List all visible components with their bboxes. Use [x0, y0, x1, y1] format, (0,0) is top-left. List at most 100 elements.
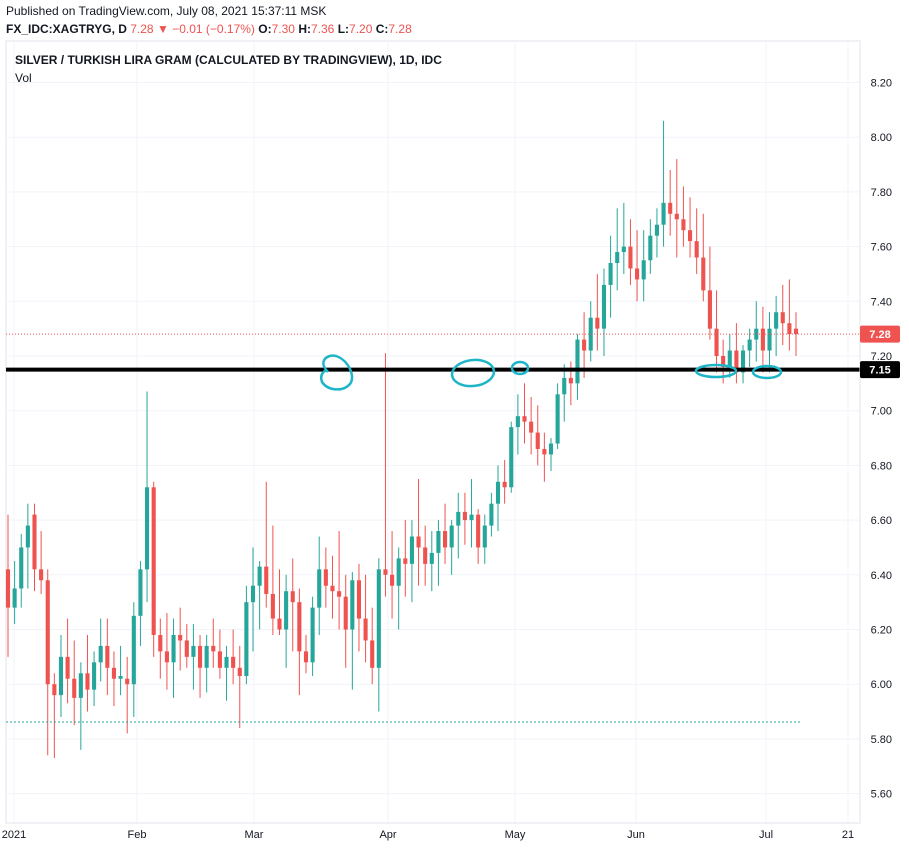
annotation-circle-1	[319, 354, 354, 391]
candle-body	[482, 525, 487, 548]
y-tick-label: 6.00	[871, 679, 892, 691]
price-change: −0.01 (−0.17%)	[172, 22, 255, 36]
low-value: 7.20	[349, 22, 373, 36]
candle-body	[270, 593, 275, 619]
y-tick-label: 7.60	[871, 242, 892, 254]
candle-body	[204, 645, 209, 668]
candle-body	[740, 350, 746, 373]
price-axis[interactable]: 5.60 5.80 6.00 6.20 6.40 6.60 6.80 7.00 7.20 7.40…	[859, 41, 892, 823]
x-tick-label: May	[505, 829, 526, 841]
candle-body	[231, 656, 236, 668]
candle-body	[462, 511, 467, 521]
x-tick-label: Jun	[627, 829, 645, 841]
candle-body	[548, 443, 554, 455]
annotation-circle-4	[694, 363, 738, 379]
y-tick-label: 5.60	[871, 789, 892, 801]
candle-body	[164, 651, 169, 663]
candle-body	[39, 569, 44, 581]
high-label: H:	[298, 22, 311, 36]
last-price-badge-text: 7.28	[869, 329, 890, 341]
support-price-badge: 7.15	[860, 361, 900, 379]
candle-body	[774, 312, 779, 329]
candle-body	[442, 531, 448, 548]
candle-body	[734, 350, 739, 373]
candle-body	[178, 634, 183, 641]
candle-body	[449, 525, 454, 548]
candle-body	[469, 514, 474, 521]
candle-body	[390, 574, 395, 586]
down-arrow-icon: ▼	[156, 22, 169, 36]
candle-body	[396, 558, 401, 586]
candle-body	[608, 263, 613, 285]
candle-body	[72, 678, 77, 698]
candle-body	[145, 487, 150, 570]
candle-body	[257, 566, 262, 586]
candle-body	[211, 645, 216, 652]
symbol-ohlc-bar: FX_IDC:XAGTRYG, D 7.28 ▼ −0.01 (−0.17%) …	[6, 22, 412, 36]
candle-body	[641, 260, 646, 280]
candle-body	[661, 202, 666, 225]
candle-body	[383, 569, 388, 575]
candle-body	[529, 421, 534, 433]
y-tick-label: 8.20	[871, 78, 892, 90]
overlays	[6, 333, 860, 723]
candle-body	[171, 634, 176, 663]
candle-body	[105, 645, 110, 668]
candle-body	[85, 673, 90, 690]
candle-body	[635, 268, 640, 280]
plot-area[interactable]	[5, 40, 861, 824]
candle-body	[760, 328, 765, 351]
candle-body	[277, 618, 282, 630]
candle-body	[588, 317, 593, 351]
candle-body	[303, 651, 309, 663]
candle-body	[423, 547, 428, 564]
candle-body	[555, 394, 560, 444]
candle-body	[224, 656, 229, 668]
candle-body	[416, 536, 421, 548]
candle-body	[575, 339, 580, 384]
last-price: 7.28	[130, 22, 154, 36]
x-tick-label: Apr	[379, 829, 396, 841]
candle-body	[98, 645, 103, 663]
candle-body	[674, 213, 679, 220]
candle-body	[721, 356, 726, 367]
y-tick-label: 7.40	[871, 296, 892, 308]
open-value: 7.30	[271, 22, 295, 36]
candle-body	[197, 645, 203, 668]
symbol-label[interactable]: FX_IDC:XAGTRYG, D	[6, 22, 127, 36]
candle-body	[250, 585, 256, 603]
candle-body	[476, 514, 481, 548]
candle-body	[131, 615, 136, 685]
open-label: O:	[258, 22, 272, 36]
candle-body	[356, 580, 362, 619]
candle-body	[621, 246, 626, 253]
y-tick-label: 5.80	[871, 734, 892, 746]
candle-body	[542, 448, 547, 455]
candle-body	[111, 667, 117, 679]
y-tick-label: 6.40	[871, 570, 892, 582]
chart-title: SILVER / TURKISH LIRA GRAM (CALCULATED B…	[15, 53, 442, 67]
time-axis[interactable]: 2021 Feb Mar Apr May Jun Jul 21	[2, 822, 860, 841]
candle-body	[628, 246, 633, 269]
candle-body	[310, 607, 315, 663]
volume-label[interactable]: Vol	[15, 71, 32, 85]
candle-body	[403, 558, 408, 564]
candle-body	[284, 591, 289, 630]
candle-body	[502, 481, 507, 488]
candle-body	[343, 596, 348, 630]
x-tick-label: 21	[842, 829, 854, 841]
candle-body	[151, 487, 156, 635]
candle-body	[727, 350, 732, 367]
candle-body	[65, 656, 70, 679]
last-price-badge-bg	[860, 325, 900, 343]
candle-body	[290, 591, 295, 603]
candle-body	[297, 602, 302, 652]
candle-body	[19, 547, 24, 589]
candle-body	[687, 230, 693, 242]
candle-body	[562, 377, 567, 395]
y-tick-label: 6.80	[871, 460, 892, 472]
candle-body	[12, 588, 17, 608]
x-tick-label: 2021	[2, 829, 26, 841]
candle-body	[237, 667, 242, 676]
